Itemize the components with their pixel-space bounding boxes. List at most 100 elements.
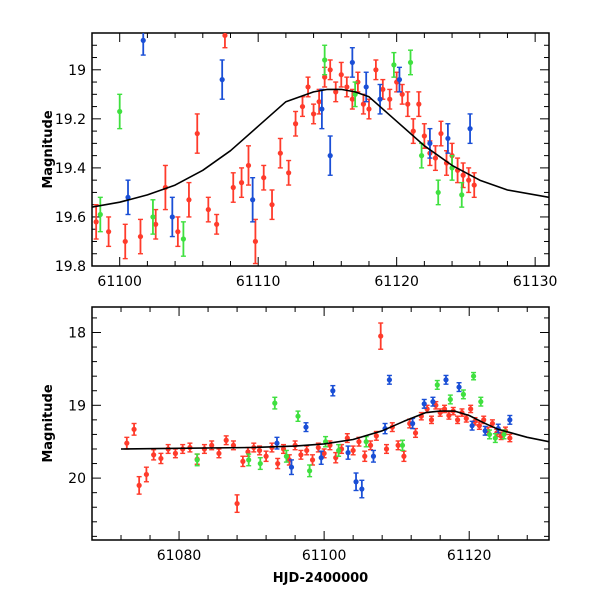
data-point [186,197,192,203]
model-curve [120,410,549,450]
data-point [292,121,299,127]
x-tick-label: 61110 [236,274,281,290]
data-point [386,377,393,383]
data-point [321,450,327,456]
data-point [424,406,430,412]
data-point [194,457,200,463]
y-tick-label: 19.6 [55,210,86,226]
x-tick-label: 61100 [302,548,347,564]
y-tick-label: 20 [68,471,86,487]
x-tick-label: 61080 [157,548,202,564]
x-tick-label: 61130 [513,274,558,290]
data-point [418,153,425,159]
model-curve [92,88,549,208]
plot-frame [91,32,550,267]
data-point [151,452,157,458]
data-point [378,333,384,339]
data-point [401,453,407,459]
data-point [261,175,267,181]
plot-content [92,33,549,265]
data-point [501,431,507,438]
data-point [310,111,317,117]
data-point [153,221,159,227]
data-point [286,170,292,176]
data-point [391,62,397,68]
data-point [263,453,269,459]
data-point [299,103,306,110]
data-point [201,446,208,452]
data-point [344,84,350,90]
data-point [399,91,405,97]
data-point [507,435,513,441]
data-point [466,177,472,183]
data-point [472,418,478,424]
data-point [309,457,316,463]
data-point [478,399,484,405]
data-point [362,453,368,459]
data-point [303,424,309,430]
data-point [117,108,123,115]
data-point [106,229,112,235]
series-green [194,371,507,478]
data-point [345,450,351,456]
data-point [410,128,416,134]
data-point [136,482,142,488]
data-point [367,442,374,448]
data-point [274,440,280,446]
series-blue [125,33,473,238]
data-point [438,130,444,137]
data-point [269,202,275,208]
data-point [469,423,475,429]
data-point [327,67,333,73]
data-point [373,433,379,439]
data-point [245,162,252,169]
data-point [481,417,487,423]
data-point [245,449,251,455]
data-point [336,447,342,454]
data-point [445,135,451,142]
data-point [350,447,356,454]
data-point [180,236,186,242]
series-green [97,44,465,257]
data-point [298,452,304,458]
y-tick-label: 19 [68,398,86,414]
data-point [456,384,462,390]
data-point [412,430,419,436]
data-point [434,382,440,388]
data-point [272,400,278,406]
data-point [443,377,449,383]
data-point [172,450,179,456]
data-point [476,423,482,429]
data-point [319,106,325,112]
data-point [366,106,372,112]
data-point [344,435,350,441]
y-tick-label: 19 [68,63,86,79]
data-point [318,455,324,461]
data-point [125,194,131,200]
data-point [219,77,225,83]
data-point [380,86,386,93]
data-point [122,238,128,245]
data-point [257,460,263,467]
top-panel: 61100 61110 61120 61130 19 19.2 19.4 19.6 19.8 Ma… [41,32,558,290]
data-point [387,96,393,102]
data-point [363,84,369,90]
y-tick-label: 19.4 [55,161,86,177]
data-point [377,96,383,102]
data-point [307,468,313,474]
data-point [304,447,310,454]
data-point [316,99,322,105]
y-axis-label: Magnitude [41,384,56,463]
data-point [459,192,465,198]
series-red [124,322,513,514]
data-point [428,417,435,423]
data-point [370,453,377,459]
data-point [455,417,461,423]
data-point [355,79,361,85]
data-point [131,426,137,432]
data-point [143,471,150,478]
series-red [93,33,477,265]
data-point [349,96,355,102]
data-point [471,182,477,188]
